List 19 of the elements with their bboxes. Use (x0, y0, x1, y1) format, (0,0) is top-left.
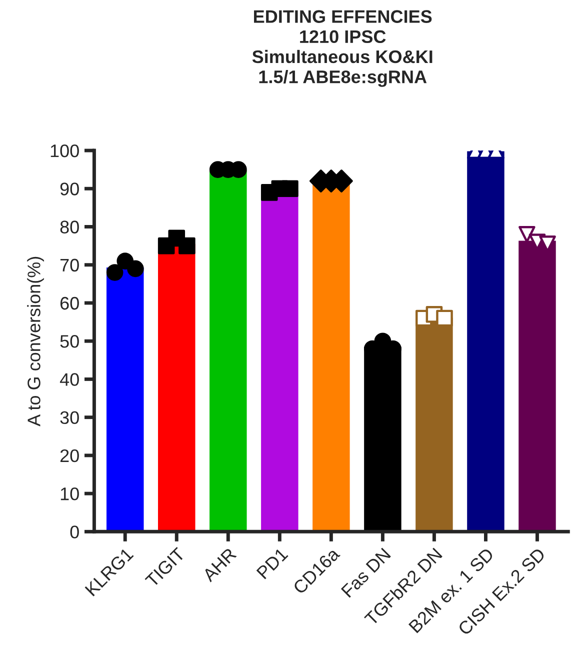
y-tick-label: 30 (60, 411, 79, 424)
x-tick-label: PD1 (256, 547, 288, 580)
y-tick-label: 0 (70, 526, 79, 538)
bar (156, 242, 197, 532)
bar (466, 150, 506, 532)
y-tick-label: 100 (50, 144, 79, 158)
y-tick-label: 20 (60, 449, 79, 462)
y-tick-label: 40 (60, 373, 79, 386)
y-tick-label: 60 (60, 296, 79, 310)
y-tick-label: 50 (60, 335, 79, 348)
y-tick-label: 70 (60, 258, 79, 272)
bar (260, 189, 300, 532)
chart-title: EDITING EFFENCIES 1210 IPSC Simultaneous KO&KI 1.5/1 ABE8e:sgRNA (252, 10, 432, 87)
bar (105, 266, 146, 532)
y-tick-label: 10 (60, 487, 79, 500)
y-tick-label: 90 (60, 182, 79, 196)
bar (208, 168, 248, 532)
y-tick-label: 80 (60, 220, 79, 234)
y-axis-title: A to G conversion(%) (27, 256, 44, 426)
